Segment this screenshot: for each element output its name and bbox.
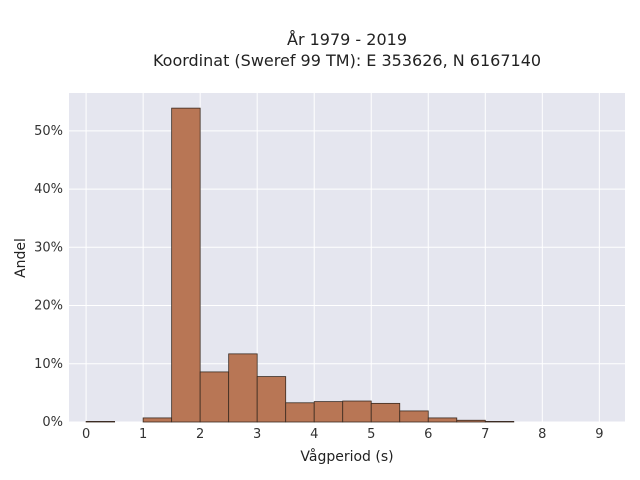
x-tick-label: 5: [367, 427, 375, 442]
histogram-bar: [427, 417, 458, 423]
y-tick-label: 0%: [42, 415, 63, 430]
x-tick-label: 2: [196, 427, 204, 442]
histogram-bar: [256, 376, 287, 423]
histogram-bar: [228, 353, 258, 423]
x-tick-label: 3: [253, 427, 261, 442]
histogram-bar: [142, 417, 173, 423]
x-tick-label: 9: [595, 427, 603, 442]
histogram-bar: [171, 107, 201, 423]
x-tick-label: 0: [82, 427, 90, 442]
histogram-bar: [370, 402, 401, 423]
histogram-bar: [199, 371, 230, 423]
x-tick-label: 8: [538, 427, 546, 442]
y-tick-label: 20%: [34, 299, 63, 314]
x-tick-label: 6: [424, 427, 432, 442]
histogram-bar: [85, 421, 116, 423]
x-tick-label: 4: [310, 427, 318, 442]
x-tick-label: 7: [481, 427, 489, 442]
bars: [85, 107, 515, 423]
histogram-bar: [456, 419, 486, 423]
y-tick-label: 40%: [34, 182, 63, 197]
tick-labels: 0 1 2 3 4 5 6 7 8 9 0% 10% 20% 30% 40% 50%: [34, 124, 603, 442]
histogram-bar: [313, 401, 344, 423]
chart-subtitle: Koordinat (Sweref 99 TM): E 353626, N 61…: [153, 51, 541, 70]
x-axis-title: Vågperiod (s): [300, 448, 393, 465]
y-tick-label: 50%: [34, 124, 63, 139]
histogram-bar: [285, 402, 315, 423]
histogram-bar: [484, 421, 515, 423]
y-axis-title: Andel: [13, 238, 29, 278]
chart-title: År 1979 - 2019: [287, 30, 407, 49]
y-tick-label: 30%: [34, 240, 63, 255]
histogram-bar: [399, 410, 429, 423]
plot-area: [69, 93, 625, 422]
histogram-bar: [342, 400, 372, 423]
y-tick-label: 10%: [34, 357, 63, 372]
x-tick-label: 1: [139, 427, 147, 442]
